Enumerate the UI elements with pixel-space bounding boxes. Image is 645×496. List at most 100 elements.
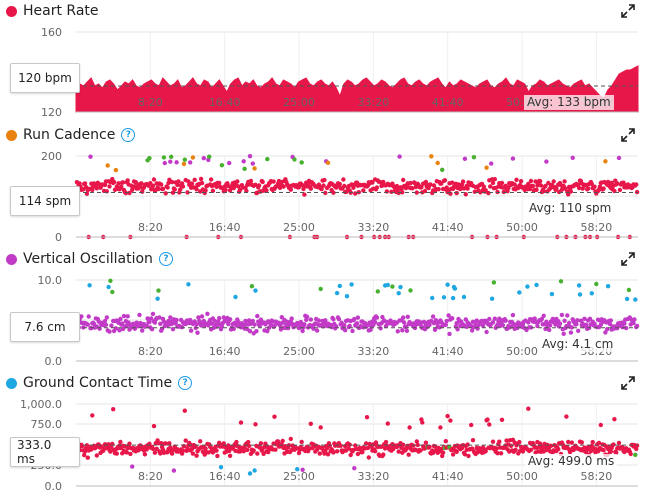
- data-point: [395, 329, 400, 334]
- data-point: [469, 328, 475, 333]
- data-point: [150, 183, 156, 188]
- data-point: [547, 323, 553, 328]
- ground-contact-time-plot: 1,000.0750.0500.0250.00.08:2016:4025:003…: [20, 398, 640, 493]
- data-point: [634, 443, 640, 448]
- data-point: [587, 316, 593, 321]
- y-tick-label: 1,000.0: [20, 398, 62, 411]
- data-point: [634, 446, 639, 452]
- x-tick-label: 16:40: [209, 345, 241, 358]
- data-point: [445, 282, 450, 287]
- data-point: [353, 443, 358, 448]
- data-point: [508, 443, 514, 448]
- data-point: [370, 180, 375, 185]
- data-point: [381, 452, 386, 457]
- data-point: [562, 179, 567, 184]
- data-point: [221, 315, 226, 320]
- data-point: [485, 417, 490, 422]
- x-tick-label: 25:00: [283, 470, 315, 483]
- data-point: [444, 318, 449, 324]
- data-point: [517, 290, 522, 295]
- data-point: [558, 279, 564, 284]
- data-point: [442, 178, 448, 183]
- expand-icon[interactable]: [621, 252, 635, 266]
- data-point: [139, 181, 144, 186]
- data-point: [161, 155, 167, 160]
- data-point: [252, 468, 257, 473]
- help-icon[interactable]: ?: [178, 376, 193, 390]
- data-point: [255, 451, 260, 456]
- data-point: [514, 177, 519, 182]
- data-point: [234, 439, 239, 445]
- y-tick-label: 160: [41, 26, 62, 39]
- heart-rate-area: [75, 65, 639, 113]
- data-point: [118, 316, 123, 322]
- data-point: [186, 179, 191, 184]
- data-point: [401, 315, 406, 320]
- data-point: [411, 443, 416, 448]
- data-point: [250, 161, 255, 166]
- data-point: [569, 325, 574, 330]
- run-cadence-title: Run Cadence: [23, 127, 116, 143]
- data-point: [265, 156, 270, 162]
- data-point: [156, 186, 161, 192]
- data-point: [568, 330, 574, 335]
- expand-icon[interactable]: [621, 376, 635, 390]
- data-point: [80, 443, 85, 449]
- data-point: [526, 320, 531, 325]
- data-point: [616, 440, 622, 446]
- data-point: [535, 323, 540, 329]
- data-point: [190, 155, 196, 160]
- data-point: [537, 179, 543, 184]
- data-point: [488, 184, 493, 189]
- data-point: [512, 182, 517, 187]
- data-point: [319, 186, 324, 192]
- data-point: [110, 289, 115, 295]
- data-point: [279, 315, 284, 320]
- data-point: [465, 442, 470, 447]
- data-point: [292, 157, 297, 162]
- data-point: [281, 184, 286, 189]
- data-point: [144, 323, 149, 328]
- data-point: [247, 329, 253, 334]
- data-point: [447, 331, 452, 337]
- help-icon[interactable]: ?: [158, 252, 173, 266]
- vertical-oscillation-title: Vertical Oscillation: [23, 251, 153, 267]
- x-tick-label: 33:20: [358, 470, 390, 483]
- data-point: [490, 439, 496, 444]
- data-point: [246, 318, 252, 323]
- data-point: [483, 449, 488, 454]
- data-point: [390, 284, 395, 289]
- data-point: [248, 178, 254, 184]
- data-point: [614, 450, 619, 455]
- expand-icon[interactable]: [621, 128, 635, 142]
- data-point: [159, 182, 164, 187]
- data-point: [495, 451, 500, 456]
- data-point: [556, 447, 561, 452]
- y-tick-label: 0: [55, 231, 62, 244]
- data-point: [243, 318, 248, 324]
- x-tick-label: 33:20: [358, 221, 390, 234]
- data-point: [401, 177, 406, 183]
- data-point: [470, 438, 476, 443]
- data-point: [584, 322, 589, 327]
- data-point: [185, 190, 190, 195]
- data-point: [634, 323, 640, 329]
- data-point: [423, 440, 429, 445]
- data-point: [430, 295, 435, 301]
- data-point: [589, 291, 594, 296]
- data-point: [561, 331, 566, 336]
- x-tick-label-overlay: 41:40: [432, 96, 464, 109]
- data-point: [147, 319, 152, 325]
- data-point: [612, 417, 617, 422]
- data-point: [559, 187, 565, 192]
- data-point: [180, 448, 186, 453]
- data-point: [217, 180, 222, 186]
- expand-icon[interactable]: [621, 4, 635, 18]
- data-point: [169, 451, 175, 456]
- current-value-callout: 120 bpm: [10, 63, 80, 93]
- data-point: [163, 441, 168, 446]
- data-point: [198, 176, 204, 182]
- help-icon[interactable]: ?: [121, 128, 136, 142]
- data-point: [499, 180, 505, 186]
- data-point: [361, 188, 366, 193]
